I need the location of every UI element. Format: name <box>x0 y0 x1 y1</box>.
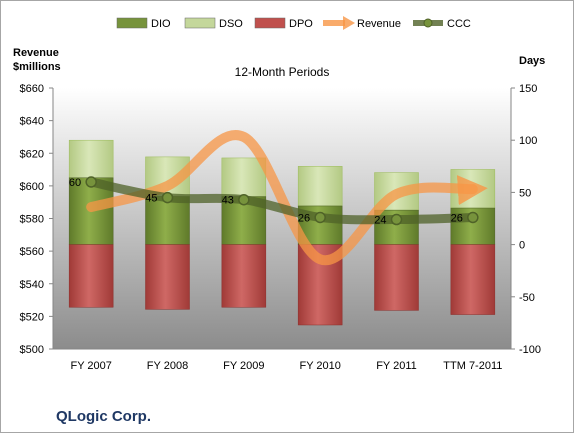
ccc-point <box>238 193 250 206</box>
left-tick-label: $660 <box>20 83 44 95</box>
right-tick-label: 0 <box>519 240 525 252</box>
x-tick-label: TTM 7-2011 <box>443 360 502 372</box>
legend-label-dso: DSO <box>219 18 243 30</box>
left-tick-label: $500 <box>20 344 44 356</box>
ccc-data-label: 43 <box>222 195 234 207</box>
right-axis: -100 -50 0 50 100 150 <box>53 83 541 356</box>
x-tick-label: FY 2010 <box>299 360 340 372</box>
legend-label-revenue: Revenue <box>357 18 401 30</box>
bar-dso <box>297 166 343 207</box>
legend-swatch-dio <box>116 17 148 29</box>
left-tick-label: $620 <box>20 148 44 160</box>
right-axis-label: Days <box>519 55 545 67</box>
left-tick-label: $540 <box>20 279 44 291</box>
ccc-data-label: 26 <box>298 212 310 224</box>
company-name: QLogic Corp. <box>56 408 151 425</box>
ccc-line <box>86 177 478 225</box>
right-tick-label: 50 <box>519 187 531 199</box>
bars <box>68 139 496 326</box>
ccc-point <box>161 191 174 204</box>
ccc-data-label: 60 <box>69 177 81 189</box>
left-axis: $500 $520 $540 $560 $580 $600 $620 $640 $660 <box>20 83 54 356</box>
bar-dso <box>221 157 267 197</box>
ccc-point <box>467 211 479 224</box>
x-axis: FY 2007 FY 2008 FY 2009 FY 2010 FY 2011 TTM 7… <box>70 360 502 372</box>
x-tick-label: FY 2007 <box>70 360 111 372</box>
chart-title: 12-Month Periods <box>235 65 330 79</box>
ccc-series: 60 45 43 26 24 26 <box>69 176 479 227</box>
ccc-point <box>85 176 97 188</box>
right-tick-label: -100 <box>519 344 541 356</box>
right-tick-label: 150 <box>519 83 537 95</box>
left-tick-label: $520 <box>20 311 44 323</box>
x-tick-label: FY 2008 <box>147 360 188 372</box>
left-tick-label: $580 <box>20 214 44 226</box>
bar-dso <box>68 139 114 179</box>
legend-label-ccc: CCC <box>447 18 471 30</box>
legend-swatch-ccc-marker <box>423 18 433 28</box>
bar-dio <box>145 196 190 245</box>
legend-swatch-revenue-head <box>343 16 355 30</box>
bar-dpo <box>68 244 114 308</box>
bar-dpo <box>450 244 496 315</box>
ccc-data-label: 24 <box>374 215 386 227</box>
legend-swatch-dpo <box>254 17 286 29</box>
left-axis-label: Revenue $millions <box>13 47 61 73</box>
legend-swatch-dso <box>184 17 216 29</box>
ccc-data-label: 26 <box>451 212 463 224</box>
right-tick-label: -50 <box>519 292 535 304</box>
legend-label-dpo: DPO <box>289 18 313 30</box>
x-tick-label: FY 2011 <box>376 360 417 372</box>
left-tick-label: $640 <box>20 116 44 128</box>
bar-dpo <box>221 244 267 308</box>
left-tick-label: $600 <box>20 181 44 193</box>
x-tick-label: FY 2009 <box>223 360 264 372</box>
legend-label-dio: DIO <box>151 18 171 30</box>
ccc-point <box>390 213 403 226</box>
ccc-data-label: 45 <box>145 193 157 205</box>
bar-dpo <box>145 244 190 310</box>
right-tick-label: 100 <box>519 135 537 147</box>
ccc-point <box>314 211 326 224</box>
legend: DIO DSO DPO Revenue CCC <box>116 16 471 30</box>
bar-dpo <box>374 244 419 311</box>
left-tick-label: $560 <box>20 246 44 258</box>
